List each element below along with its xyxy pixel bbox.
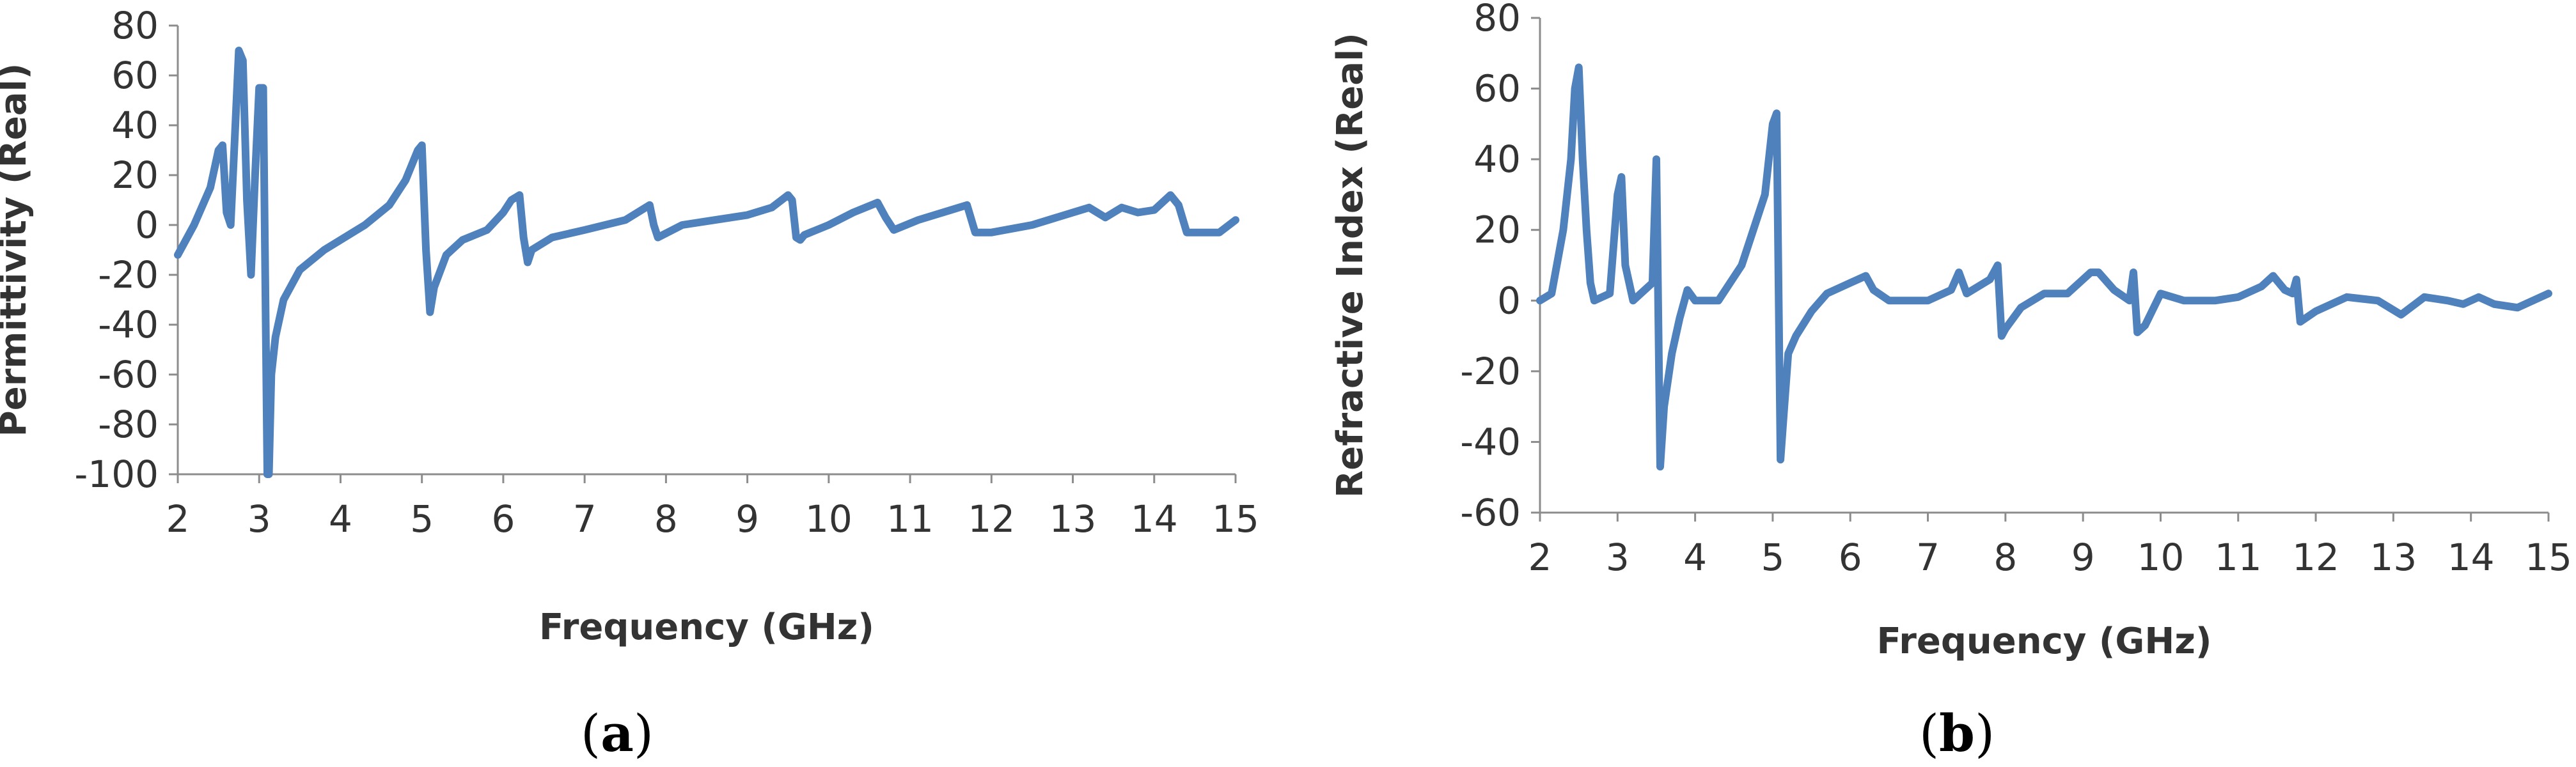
x-tick-label: 15 <box>1212 497 1259 541</box>
y-tick-label: -60 <box>98 353 159 396</box>
chart-b-refractive-index: 80 60 40 20 0 -20 -40 -602 3 4 5 6 7 8 9 10 11 12 13 14 15 Fr… <box>1330 0 2572 763</box>
y-tick-label: -60 <box>1460 491 1521 534</box>
x-tick-label: 3 <box>1606 536 1630 579</box>
y-axis-title: Permittivity (Real) <box>0 63 35 437</box>
x-axis-title: Frequency (GHz) <box>539 607 874 648</box>
x-tick-label: 12 <box>2292 536 2339 579</box>
y-tick-label: -20 <box>98 253 159 297</box>
series-line <box>1536 63 2552 471</box>
y-tick-label: 60 <box>111 54 159 97</box>
x-tick-label: 14 <box>1131 497 1178 541</box>
x-axis-title: Frequency (GHz) <box>1877 621 2212 662</box>
y-tick-label: 40 <box>1473 137 1521 181</box>
x-tick-label: 5 <box>410 497 434 541</box>
y-tick-label: -20 <box>1460 350 1521 393</box>
x-tick-label: 5 <box>1761 536 1784 579</box>
x-tick-label: 10 <box>805 497 852 541</box>
x-tick-label: 3 <box>247 497 271 541</box>
x-tick-label: 2 <box>1528 536 1552 579</box>
y-tick-label: 20 <box>1473 208 1521 252</box>
y-tick-label: 20 <box>111 153 159 197</box>
x-tick-label: 6 <box>1839 536 1862 579</box>
y-tick-label: -80 <box>98 403 159 446</box>
x-tick-label: 8 <box>1993 536 2017 579</box>
x-tick-label: 13 <box>2369 536 2417 579</box>
y-tick-label: -100 <box>74 453 159 496</box>
x-tick-label: 6 <box>491 497 515 541</box>
y-tick-label: -40 <box>98 303 159 346</box>
y-tick-label: 60 <box>1473 67 1521 111</box>
panel-caption: (b) <box>1919 703 1995 763</box>
series-line <box>174 47 1239 478</box>
x-tick-label: 4 <box>1683 536 1707 579</box>
x-tick-label: 14 <box>2447 536 2495 579</box>
x-tick-label: 15 <box>2525 536 2572 579</box>
x-tick-label: 11 <box>2215 536 2262 579</box>
y-tick-label: 0 <box>135 203 159 247</box>
x-tick-label: 8 <box>654 497 678 541</box>
y-tick-label: 0 <box>1497 279 1521 322</box>
x-tick-label: 9 <box>2071 536 2095 579</box>
y-tick-label: 80 <box>1473 0 1521 40</box>
y-axis-title: Refractive Index (Real) <box>1330 33 1371 498</box>
x-tick-label: 4 <box>329 497 352 541</box>
y-tick-label: 80 <box>111 4 159 47</box>
x-tick-label: 7 <box>1916 536 1940 579</box>
x-tick-label: 2 <box>166 497 190 541</box>
panel-caption: (a) <box>581 703 654 763</box>
x-tick-label: 9 <box>735 497 759 541</box>
x-tick-label: 7 <box>573 497 597 541</box>
y-tick-label: -40 <box>1460 420 1521 463</box>
x-tick-label: 11 <box>886 497 934 541</box>
x-tick-label: 12 <box>968 497 1015 541</box>
y-tick-label: 40 <box>111 104 159 147</box>
x-tick-label: 10 <box>2137 536 2185 579</box>
x-tick-label: 13 <box>1049 497 1097 541</box>
